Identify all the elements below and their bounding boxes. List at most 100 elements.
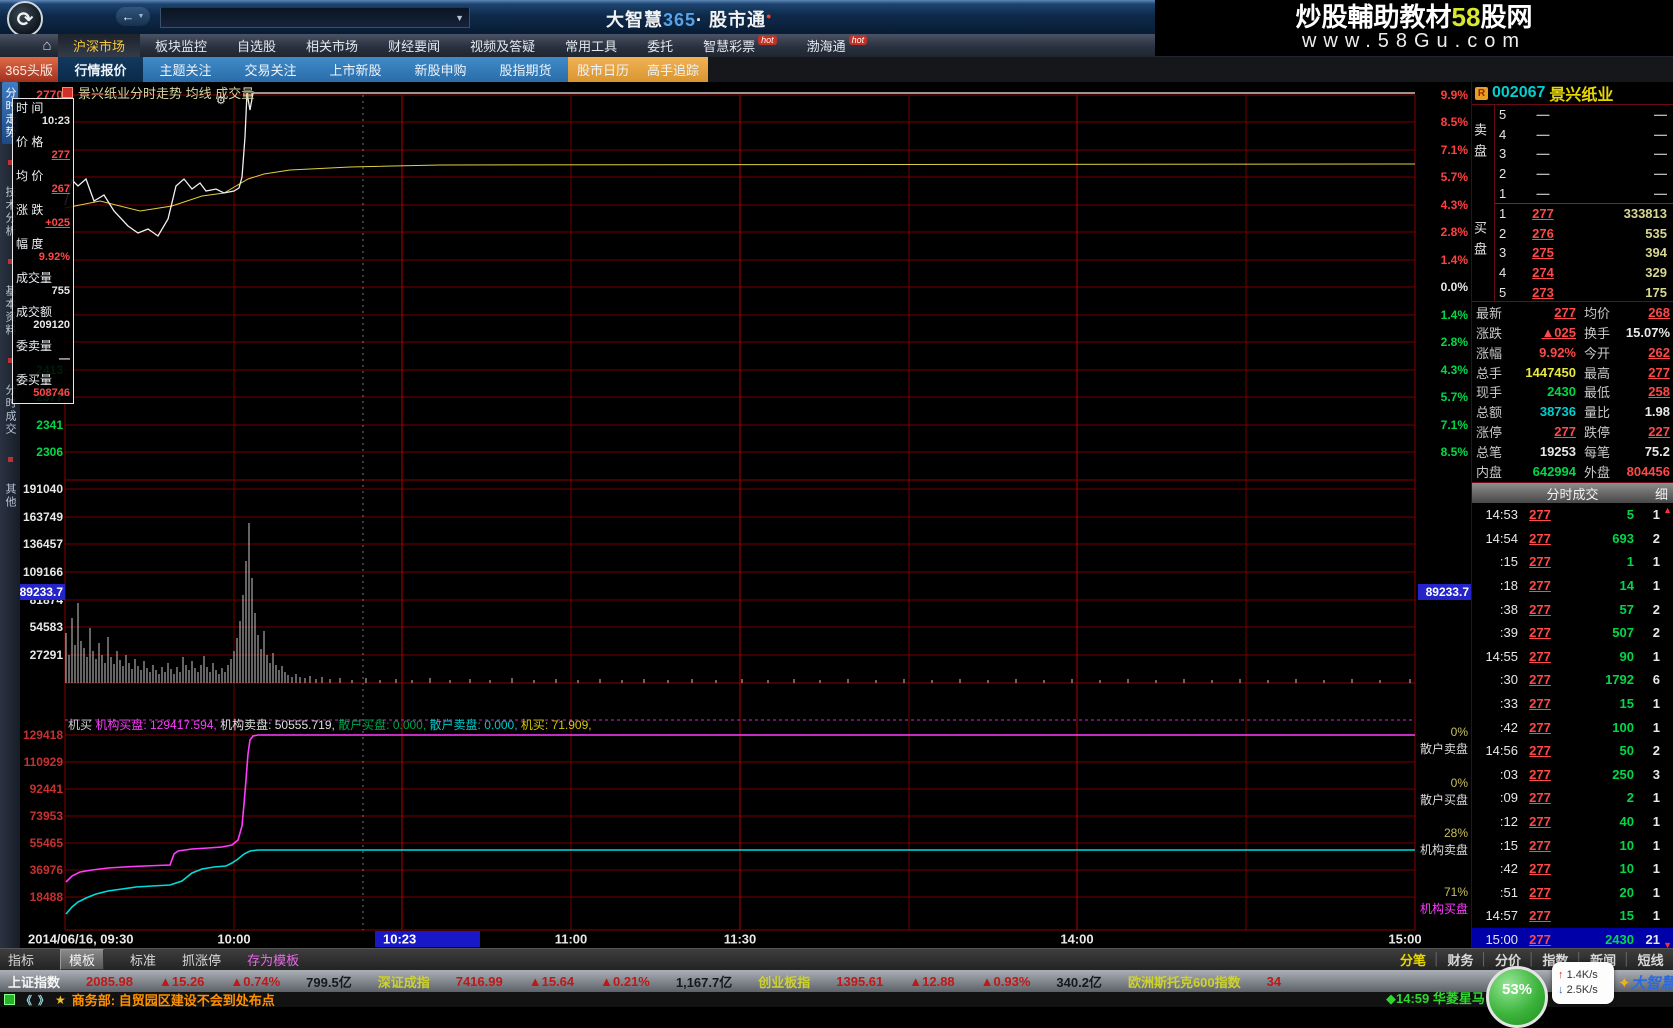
toolbar-标准[interactable]: 标准 [130,953,157,968]
timeshare-chart-region[interactable]: 277024132377234123069.9%8.5%7.1%5.7%4.3%… [12,82,1471,948]
stat-value: 277 [1554,305,1576,321]
tick-price: 277 [1529,861,1551,877]
menu-item-委托[interactable]: 委托 [647,39,674,54]
tick-row[interactable]: 14:53 277 5 1 [1472,503,1673,527]
tab-行情报价[interactable]: 行情报价 [58,57,143,82]
network-status-widget[interactable]: 53% [1486,966,1548,1028]
menu-item-常用工具[interactable]: 常用工具 [565,39,618,54]
tab-主题关注[interactable]: 主题关注 [143,57,228,82]
news-next-icon[interactable]: 》 [38,994,49,1007]
scroll-up-icon[interactable]: ▲ [1663,505,1672,515]
tab-交易关注[interactable]: 交易关注 [228,57,313,82]
stat-value: 1.98 [1644,404,1670,420]
toolbar-抓涨停[interactable]: 抓涨停 [182,953,222,968]
tick-row[interactable]: 14:56 277 50 2 [1472,739,1673,763]
tab-股指期货[interactable]: 股指期货 [483,57,568,82]
panel-tab-分价[interactable]: 分价 [1495,952,1522,968]
volume-axis-label: 163749 [23,510,63,524]
menu-item-智慧彩票[interactable]: 智慧彩票 hot [688,34,792,57]
crosshair-tooltip: 时 间 10:23 价 格 277 均 价 267 涨 跌 +025 幅 度 9.92% 成交量 75… [12,98,74,404]
panel-tab-短线[interactable]: 短线 [1637,952,1664,968]
stock-header: R 002067 景兴纸业 [1472,82,1673,105]
tooltip-label: 委买量 [16,373,53,387]
menu-item-自选股[interactable]: 自选股 [237,39,277,54]
tick-row[interactable]: :42 277 10 1 [1472,857,1673,881]
level-price: 277 [1532,206,1554,222]
stock-search-combobox[interactable]: ▼ [160,7,470,28]
time-axis-highlight [375,931,480,947]
ticker-item: ▲0.74% [230,973,281,989]
tick-list-header[interactable]: 分时成交 细 [1472,483,1673,503]
pct-axis-label: 8.5% [1441,115,1469,129]
tick-price: 277 [1529,648,1551,664]
tick-time: 14:55 [1485,648,1518,664]
tick-row[interactable]: :42 277 100 1 [1472,715,1673,739]
tick-row[interactable]: :30 277 1792 6 [1472,668,1673,692]
tick-row[interactable]: :09 277 2 1 [1472,786,1673,810]
tick-row[interactable]: :39 277 507 2 [1472,621,1673,645]
tick-count: 1 [1652,884,1660,900]
fundflow-pct-label: 71% [1444,885,1468,899]
tick-price: 277 [1529,507,1551,523]
news-headline[interactable]: 商务部: 自贸园区建设不会到处布点 [71,993,275,1008]
ticker-item: 34 [1266,973,1282,989]
ticker-item: ▲15.64 [528,973,575,989]
panel-tab-财务[interactable]: 财务 [1447,952,1474,968]
tab-高手追踪[interactable]: 高手追踪 [638,57,708,82]
strip-tab-其他[interactable]: 其他 [4,483,16,509]
news-prev-icon[interactable]: 《 [21,994,32,1007]
tick-row[interactable]: :15 277 10 1 [1472,833,1673,857]
gear-icon[interactable]: ⚙ [216,95,226,107]
tick-time: :09 [1499,790,1518,806]
tick-row[interactable]: :38 277 57 2 [1472,597,1673,621]
stat-label: 外盘 [1584,464,1611,480]
tick-row[interactable]: :51 277 20 1 [1472,881,1673,905]
tooltip-row: 均 价 267 [16,170,70,196]
tick-row[interactable]: :03 277 250 3 [1472,763,1673,787]
back-button[interactable]: ← ▼ [116,7,150,26]
tick-row[interactable]: 15:00 277 2430 21 [1472,927,1673,952]
menu-item-相关市场[interactable]: 相关市场 [306,39,359,54]
tick-row[interactable]: :18 277 14 1 [1472,574,1673,598]
menu-item-沪深市场[interactable]: 沪深市场 [58,34,141,57]
tab-新股申购[interactable]: 新股申购 [398,57,483,82]
toolbar-存为模板[interactable]: 存为模板 [247,953,300,968]
tick-volume: 50 [1619,743,1634,759]
tick-list[interactable]: ▲ 14:53 277 5 1 14:54 277 693 2:15 277 1 1:18 277 14… [1472,503,1673,952]
pct-axis-label: 4.3% [1441,198,1469,212]
tab-股市日历[interactable]: 股市日历 [568,57,638,82]
scroll-down-icon[interactable]: ▼ [1663,940,1672,950]
combo-caret-icon[interactable]: ▼ [455,12,464,23]
tab-365头版[interactable]: 365头版 [0,57,58,82]
stat-value: ▲025 [1541,325,1576,341]
menu-item-视频及答疑[interactable]: 视频及答疑 [470,39,536,54]
home-icon[interactable]: ⌂ [42,37,52,54]
timeshare-chart-svg[interactable]: 277024132377234123069.9%8.5%7.1%5.7%4.3%… [20,82,1471,948]
tick-volume: 250 [1612,766,1634,782]
tick-row[interactable]: 14:55 277 90 1 [1472,645,1673,669]
stat-row: 内盘 642994 外盘 804456 [1472,462,1673,481]
tick-row[interactable]: :33 277 15 1 [1472,692,1673,716]
tick-row[interactable]: :15 277 1 1 [1472,550,1673,574]
toolbar-模板[interactable]: 模板 [60,949,105,970]
tick-row[interactable]: 14:57 277 15 1 [1472,904,1673,928]
toolbar-指标[interactable]: 指标 [8,953,35,968]
level-volume: 535 [1645,225,1667,241]
stat-value: 9.92% [1539,344,1576,360]
tick-time: :33 [1499,696,1518,712]
tick-row[interactable]: :12 277 40 1 [1472,810,1673,834]
tick-price: 277 [1529,884,1551,900]
stat-label: 涨停 [1476,424,1503,440]
tick-detail-toggle[interactable]: 细 [1654,486,1668,502]
quote-panel-tabs: 分笔 │ 财务 │ 分价 │ 指数 │ 新闻 │ 短线 [1400,948,1664,970]
panel-tab-分笔[interactable]: 分笔 [1400,952,1427,968]
menu-item-板块监控[interactable]: 板块监控 [155,39,208,54]
menu-item-财经要闻[interactable]: 财经要闻 [388,39,441,54]
tab-上市新股[interactable]: 上市新股 [313,57,398,82]
tick-count: 2 [1652,625,1660,641]
tick-row[interactable]: 14:54 277 693 2 [1472,527,1673,551]
pct-axis-label: 5.7% [1441,390,1469,404]
menu-item-渤海通[interactable]: 渤海通 hot [792,34,883,57]
network-speeds: ↑ 1.4K/s ↓ 2.5K/s [1552,962,1614,1004]
pct-axis-label: 5.7% [1441,170,1469,184]
